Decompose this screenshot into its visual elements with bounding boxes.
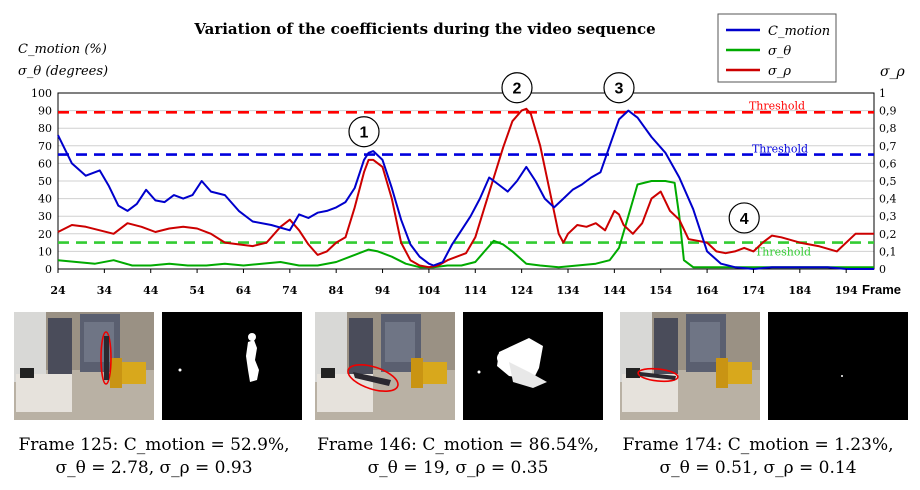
y-axis-left-label-2: σ_θ (degrees) [18,64,108,79]
motion-mask-frame-125 [162,312,302,420]
frame-examples: Frame 125: C_motion = 52.9%, σ_θ = 2.78,… [0,312,920,490]
motion-mask-frame-174 [768,312,908,420]
y-tick-label-right: 0,3 [879,210,897,223]
y-tick-label-left: 10 [38,245,52,258]
coefficients-chart: Variation of the coefficients during the… [18,13,906,297]
sigma-theta-line [57,180,874,269]
y-tick-label-right: 0,8 [879,122,897,135]
x-tick-label: 64 [236,284,252,297]
caption-line1: Frame 125: C_motion = 52.9%, [18,435,290,455]
x-tick-label: 164 [696,284,719,297]
room-image-frame-125 [14,312,154,420]
threshold-label: Threshold [752,143,808,156]
annotation-label: 4 [740,211,749,228]
y-tick-label-right: 0 [879,263,886,276]
y-tick-label-right: 0,4 [879,193,897,206]
x-tick-label: 54 [189,284,205,297]
c-motion-line [57,109,874,270]
x-tick-label: 24 [50,284,66,297]
x-tick-label: 34 [97,284,113,297]
legend-label: C_motion [768,24,830,39]
x-tick-label: 84 [329,284,345,297]
caption-line2: σ_θ = 2.78, σ_ρ = 0.93 [55,458,253,478]
annotation-circle [348,116,380,148]
annotation-circle [603,72,635,104]
y-tick-label-right: 0,1 [879,245,897,258]
x-tick-label: 184 [788,284,811,297]
x-tick-label: 94 [375,284,391,297]
y-tick-label-left: 40 [38,193,52,206]
plot-frame [57,92,875,270]
annotation-label: 1 [360,125,369,142]
caption-line2: σ_θ = 0.51, σ_ρ = 0.14 [659,458,857,478]
chart-title: Variation of the coefficients during the… [193,20,655,38]
annotation-label: 2 [513,81,522,98]
caption-frame-125: Frame 125: C_motion = 52.9%, σ_θ = 2.78,… [0,434,314,480]
sigma-rho-line [57,107,874,269]
y-tick-label-left: 90 [38,105,52,118]
x-axis-label: Frame [862,282,901,297]
annotation-circle [728,202,760,234]
y-axis-right-label: σ_ρ [880,64,906,80]
room-image-frame-174 [620,312,760,420]
y-axis-left-label-1: C_motion (%) [18,42,107,57]
x-tick-label: 134 [557,284,580,297]
room-image-frame-146 [315,312,455,420]
annotation-label: 3 [615,81,624,98]
y-tick-label-left: 20 [38,228,52,241]
legend: C_motion σ_θ σ_ρ [717,13,837,83]
plot-gridlines [58,110,874,252]
y-tick-label-left: 70 [38,140,52,153]
legend-label: σ_ρ [768,64,791,79]
y-tick-label-left: 60 [38,157,52,170]
x-tick-label: 124 [510,284,533,297]
y-tick-label-right: 0,9 [879,105,897,118]
y-tick-label-left: 80 [38,122,52,135]
x-tick-label: 154 [649,284,672,297]
x-tick-label: 174 [742,284,765,297]
x-tick-label: 144 [603,284,626,297]
caption-frame-174: Frame 174: C_motion = 1.23%, σ_θ = 0.51,… [598,434,918,480]
y-tick-label-left: 100 [31,87,52,100]
caption-line1: Frame 146: C_motion = 86.54%, [317,435,599,455]
x-tick-label: 104 [417,284,440,297]
x-tick-label: 114 [464,284,487,297]
caption-line1: Frame 174: C_motion = 1.23%, [622,435,894,455]
y-tick-label-left: 50 [38,175,52,188]
caption-frame-146: Frame 146: C_motion = 86.54%, σ_θ = 19, … [298,434,618,480]
y-tick-label-right: 0,6 [879,157,897,170]
y-tick-label-right: 1 [879,87,886,100]
threshold-lines: Threshold Threshold Threshold [58,99,874,259]
x-tick-label: 44 [143,284,159,297]
y-tick-label-right: 0,7 [879,140,897,153]
event-annotations: 1 2 3 4 [348,72,760,234]
x-tick-label: 74 [282,284,298,297]
caption-line2: σ_θ = 19, σ_ρ = 0.35 [367,458,549,478]
threshold-label: Threshold [749,99,805,112]
x-tick-label: 194 [835,284,858,297]
annotation-circle [501,72,533,104]
legend-label: σ_θ [768,44,791,59]
y-tick-label-left: 30 [38,210,52,223]
series-lines [57,107,874,270]
y-tick-label-right: 0,2 [879,228,897,241]
y-tick-label-left: 0 [45,263,52,276]
motion-mask-frame-146 [463,312,603,420]
axis-ticks: 0 0 10 0,1 20 0,2 30 0,3 40 0,4 50 0,5 60 0,6 70 0,7 80 0… [31,87,897,297]
threshold-label: Threshold [755,246,811,259]
y-tick-label-right: 0,5 [879,175,897,188]
